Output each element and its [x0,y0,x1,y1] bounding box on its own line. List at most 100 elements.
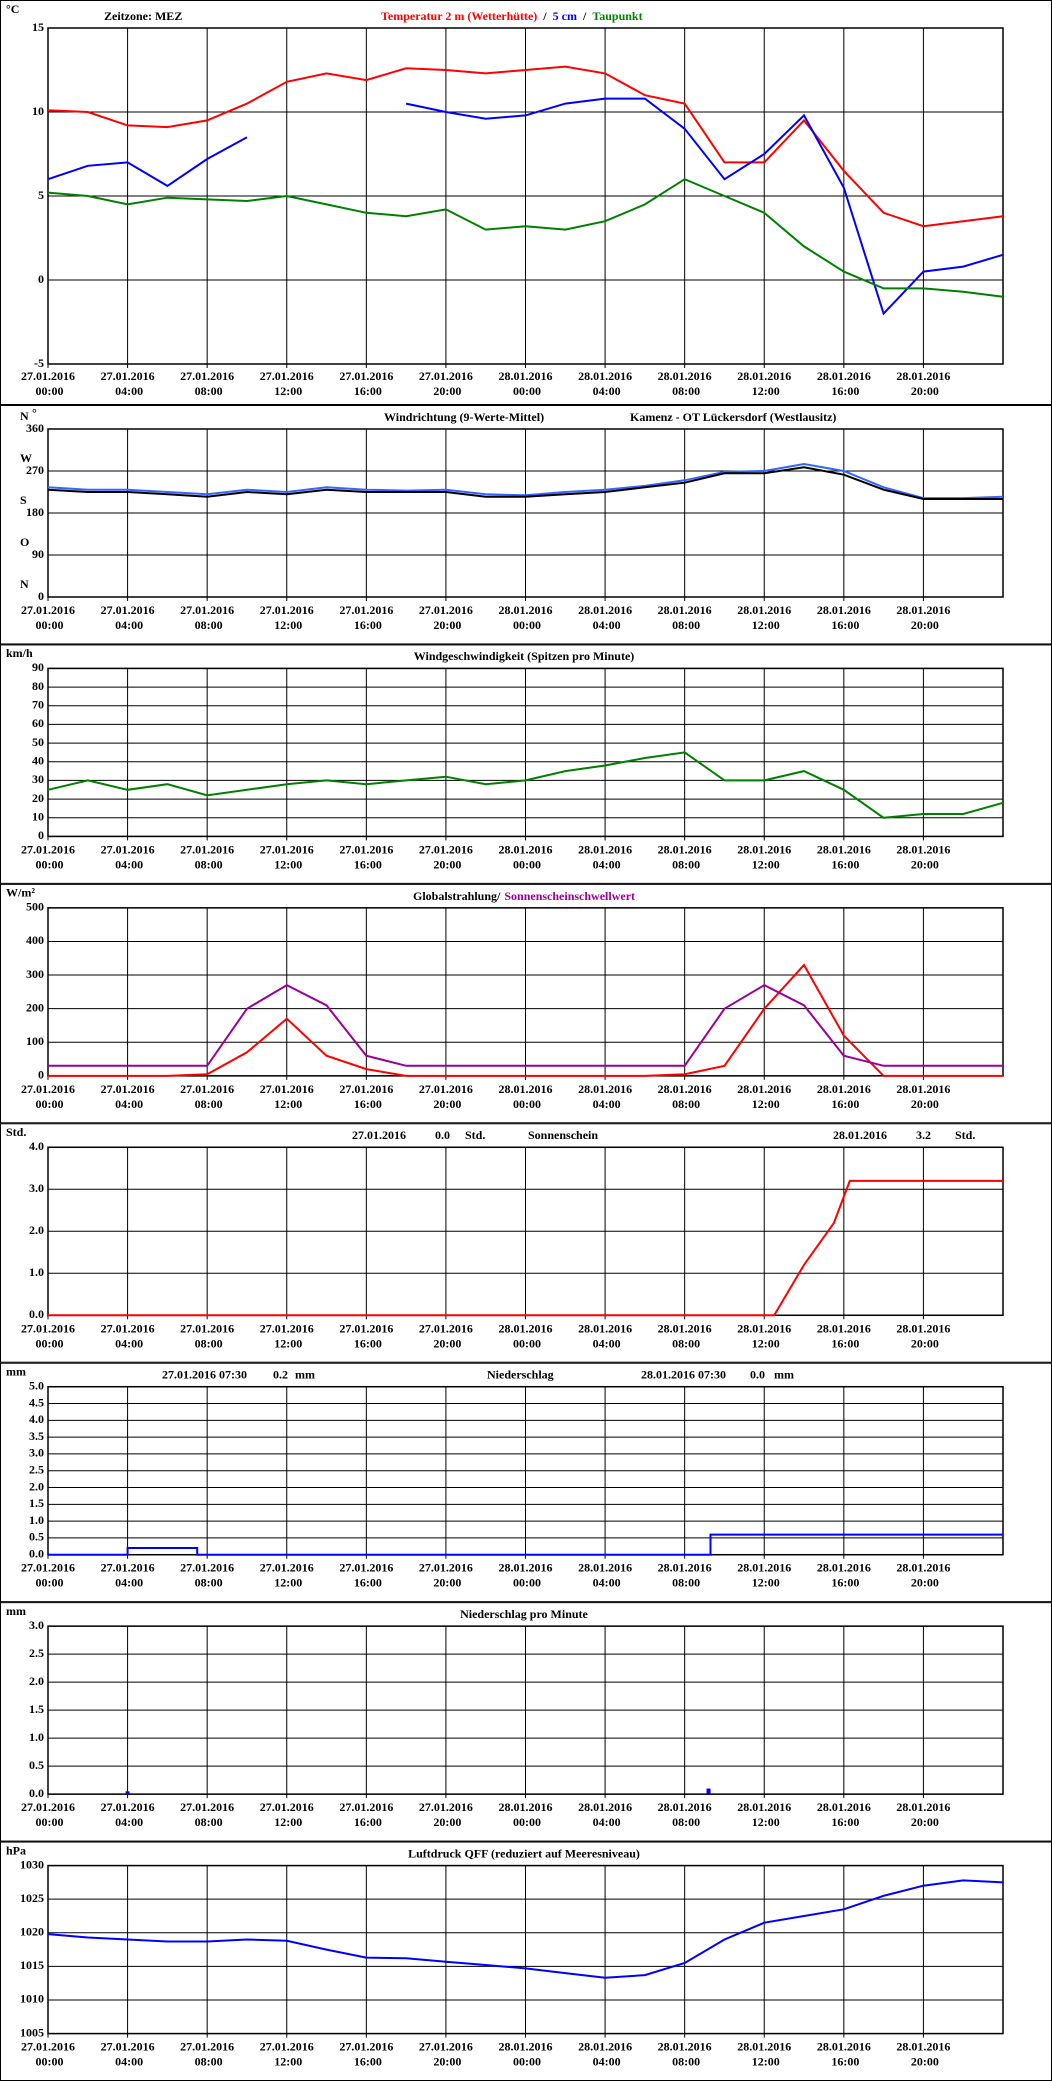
x-tick-label: 27.01.2016 16:00 [339,1560,393,1589]
y-tick-label: 80 [32,679,44,693]
x-tick-label: 28.01.2016 00:00 [499,1321,553,1350]
x-tick-label: 27.01.2016 20:00 [419,842,473,871]
chart-title: Globalstrahlung/Sonnenscheinschwellwert [413,889,635,903]
x-tick-label: 27.01.2016 12:00 [260,842,314,871]
y-tick-label: 1.0 [29,1730,44,1744]
y-tick-label: 2.0 [29,1223,44,1237]
series-line [47,1879,1004,1979]
chart-title: Sonnenschein [528,1128,598,1142]
bar [706,1788,711,1795]
zone-label: Zeitzone: MEZ [104,9,182,23]
x-tick-label: 27.01.2016 12:00 [260,603,314,632]
legend-entry: Windrichtung (9-Werte-Mittel) [384,410,544,424]
title-part: Globalstrahlung/ [413,889,501,903]
x-tick-label: 28.01.2016 04:00 [578,1082,632,1111]
y-tick-label: 3.5 [29,1429,44,1443]
x-tick-label: 27.01.2016 20:00 [419,2039,473,2068]
bar [125,1791,130,1795]
plot-frame [47,428,1004,598]
legend-entry: 5 cm [553,9,577,23]
x-tick-label: 28.01.2016 12:00 [737,1800,791,1829]
y-tick-label: 100 [26,1034,44,1048]
series-line [47,65,1004,228]
daily-unit: mm [295,1367,315,1381]
legend-entry: Sonnenscheinschwellwert [504,889,635,903]
y-tick-label: 4.0 [29,1412,44,1426]
daily-date: 28.01.2016 07:30 [641,1367,726,1381]
y-tick-label: 500 [26,900,44,914]
y-tick-label: 400 [26,933,44,947]
x-tick-label: 27.01.2016 00:00 [21,2039,75,2068]
plot-frame [47,1864,1004,2035]
x-tick-label: 27.01.2016 08:00 [180,1560,234,1589]
y-tick-label: 2.0 [29,1479,44,1493]
x-tick-label: 27.01.2016 08:00 [180,603,234,632]
y-tick-label: 10 [32,810,44,824]
y-tick-label: 50 [32,735,44,749]
x-tick-label: 27.01.2016 04:00 [101,1560,155,1589]
x-tick-label: 27.01.2016 16:00 [339,1800,393,1829]
x-tick-label: 28.01.2016 08:00 [658,603,712,632]
y-tick-label: 1005 [20,2025,44,2039]
chart-title: Niederschlag [487,1367,554,1381]
x-tick-label: 27.01.2016 04:00 [101,842,155,871]
y-tick-label: 0 [38,828,44,842]
x-tick-label: 27.01.2016 20:00 [419,1082,473,1111]
x-tick-label: 27.01.2016 00:00 [21,1321,75,1350]
x-tick-label: 27.01.2016 08:00 [180,842,234,871]
x-tick-label: 28.01.2016 16:00 [817,2039,871,2068]
daily-total: 0.0 [435,1128,450,1142]
y-tick-label: 0.0 [29,1786,44,1800]
x-tick-label: 28.01.2016 00:00 [499,1560,553,1589]
x-tick-label: 27.01.2016 00:00 [21,1560,75,1589]
legend-entry: Taupunkt [592,9,642,23]
y-tick-label: 360 [26,421,44,435]
x-tick-label: 28.01.2016 00:00 [499,842,553,871]
x-tick-label: 27.01.2016 12:00 [260,2039,314,2068]
y-tick-label: 1015 [20,1958,44,1972]
y-tick-label: 0.0 [29,1307,44,1321]
y-tick-label: 1020 [20,1925,44,1939]
x-tick-label: 28.01.2016 12:00 [737,369,791,398]
series-line [47,462,1004,500]
x-tick-label: 28.01.2016 16:00 [817,1082,871,1111]
x-tick-label: 28.01.2016 04:00 [578,1560,632,1589]
y-tick-label: 1.0 [29,1265,44,1279]
x-tick-label: 27.01.2016 16:00 [339,369,393,398]
daily-total: 3.2 [916,1128,931,1142]
legend-separator: / [542,9,547,23]
x-tick-label: 27.01.2016 00:00 [21,1800,75,1829]
x-tick-label: 28.01.2016 08:00 [658,1082,712,1111]
x-tick-label: 28.01.2016 12:00 [737,2039,791,2068]
daily-date: 28.01.2016 [833,1128,887,1142]
x-tick-label: 27.01.2016 08:00 [180,369,234,398]
chart-title: Kamenz - OT Lückersdorf (Westlausitz) [630,410,836,424]
x-tick-label: 27.01.2016 20:00 [419,1321,473,1350]
x-tick-label: 28.01.2016 12:00 [737,842,791,871]
x-tick-label: 28.01.2016 12:00 [737,1321,791,1350]
chart-title: Windgeschwindigkeit (Spitzen pro Minute) [414,649,635,663]
y-tick-label: 3.0 [29,1181,44,1195]
x-tick-label: 27.01.2016 12:00 [260,1082,314,1111]
x-tick-label: 27.01.2016 04:00 [101,1800,155,1829]
y-tick-label: 1010 [20,1992,44,2006]
y-tick-label: 5 [38,188,44,202]
x-tick-label: 27.01.2016 00:00 [21,1082,75,1111]
y-tick-label: 1.0 [29,1513,44,1527]
legend: Temperatur 2 m (Wetterhütte) / 5 cm / Taupun… [381,9,643,23]
x-tick-label: 28.01.2016 04:00 [578,1800,632,1829]
x-tick-label: 27.01.2016 12:00 [260,1560,314,1589]
y-tick-label: 2.5 [29,1462,44,1476]
x-tick-label: 28.01.2016 20:00 [896,1082,950,1111]
x-tick-label: 27.01.2016 12:00 [260,1800,314,1829]
series-line [48,983,1003,1067]
x-tick-label: 28.01.2016 20:00 [896,369,950,398]
x-tick-label: 28.01.2016 08:00 [658,1560,712,1589]
y-tick-label: 0 [38,589,44,603]
x-tick-label: 28.01.2016 12:00 [737,1560,791,1589]
y-tick-label: 270 [26,463,44,477]
x-tick-label: 28.01.2016 20:00 [896,603,950,632]
x-tick-label: 28.01.2016 08:00 [658,842,712,871]
y-unit: °C [6,2,19,16]
x-tick-label: 27.01.2016 16:00 [339,1082,393,1111]
